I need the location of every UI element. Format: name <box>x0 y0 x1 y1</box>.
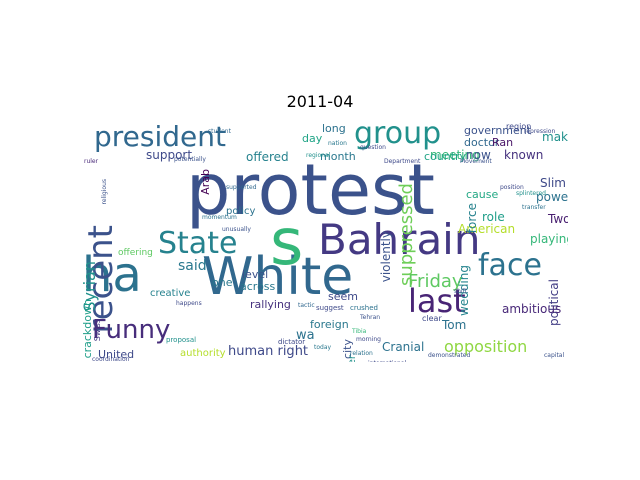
word-tactic: tactic <box>298 302 315 309</box>
word-wa: wa <box>296 328 315 343</box>
word-president: president <box>94 120 226 153</box>
word-potentially: potentially <box>174 156 206 163</box>
word-ruler: ruler <box>84 158 99 165</box>
word-suppressed: suppressed <box>396 183 417 286</box>
word-playing: playing <box>530 232 568 246</box>
word-united: United <box>98 348 135 361</box>
word-momentum: momentum <box>202 214 237 221</box>
word-friday: Friday <box>408 271 463 292</box>
word-repression: repression <box>524 128 556 135</box>
word-state: State <box>158 226 238 261</box>
word-government: government <box>464 124 532 137</box>
word-ha: ha <box>82 247 142 303</box>
word-face: face <box>478 248 542 283</box>
word-tibia: Tibia <box>352 328 367 335</box>
word-crushed: crushed <box>350 304 378 312</box>
word-unusually: unusually <box>222 226 251 233</box>
word-creative: creative <box>150 288 191 299</box>
word-seem: seem <box>328 290 358 303</box>
word-power: power <box>536 190 568 204</box>
word-coordination: coordination <box>92 356 130 363</box>
word-force: force <box>465 203 479 234</box>
word-opposition: opposition <box>444 337 528 356</box>
word-region: region <box>506 122 532 131</box>
word-country: country <box>424 150 467 163</box>
word-across: across <box>240 280 276 293</box>
word-month: month <box>320 150 356 163</box>
word-cause: cause <box>466 188 499 201</box>
word-ran: Ran <box>492 136 514 149</box>
word-crackdown: crackdown <box>82 299 94 359</box>
word-ambitious: ambitious <box>502 302 562 316</box>
figure-title: 2011-04 <box>286 92 354 111</box>
word-offering: offering <box>118 248 153 258</box>
word-international: international <box>368 361 406 363</box>
word-two: Two <box>548 212 568 226</box>
word-arab: Arab <box>199 169 212 195</box>
word-dictator: dictator <box>278 338 306 346</box>
word-tom: Tom <box>442 318 467 332</box>
word-supported: supported <box>226 184 257 191</box>
word-now: now <box>466 148 491 162</box>
word-capital: capital <box>544 352 565 359</box>
word-splintered: splintered <box>516 190 546 197</box>
word-tehran: Tehran <box>360 314 381 321</box>
word-foreign: foreign <box>310 318 349 331</box>
word-white: White <box>202 247 354 307</box>
word-offered: offered <box>246 150 289 164</box>
word-religious: religious <box>101 179 108 205</box>
word-doctor: doctor <box>464 136 500 149</box>
word-s: s <box>270 206 304 280</box>
word-american: American <box>458 222 516 236</box>
word-slim: Slim <box>540 176 566 190</box>
word-transfer: transfer <box>522 204 546 211</box>
word-question: question <box>360 144 386 151</box>
word-regional: regional <box>306 152 331 159</box>
word-demonstrated: demonstrated <box>428 352 471 359</box>
word-known: known <box>504 148 544 162</box>
word-position: position <box>500 184 524 191</box>
word-last: last <box>408 282 466 320</box>
word-happens: happens <box>176 300 202 307</box>
word-swiss: Swiss <box>93 319 102 342</box>
word-proposal: proposal <box>166 336 197 344</box>
word-authority: authority <box>180 348 226 359</box>
word-level: level <box>242 268 269 281</box>
word-clear: clear <box>422 314 442 323</box>
word-role: role <box>482 210 505 224</box>
word-protest: protest <box>186 149 435 231</box>
word-suggest: suggest <box>316 304 344 312</box>
word-movement: Movement <box>460 158 492 165</box>
word-human-right: human right <box>228 344 309 359</box>
word-long: long <box>322 122 346 135</box>
word-cranial: Cranial <box>382 340 425 354</box>
word-said: said <box>178 258 207 274</box>
word-student: student <box>208 128 231 135</box>
word-department: Department <box>384 158 421 165</box>
word-group: group <box>354 119 442 151</box>
word-shift: shift <box>454 288 467 295</box>
word-bahrain: Bahrain <box>318 215 481 264</box>
word-day: day <box>302 132 323 145</box>
word-relation: relation <box>350 350 373 357</box>
word-cloud: protest White s Bahrain ha group president last… <box>82 119 568 362</box>
word-morning: morning <box>356 336 381 343</box>
word-rallying: rallying <box>250 298 291 311</box>
word-policy: policy <box>226 206 256 217</box>
word-support: support <box>146 148 193 162</box>
word-funny: Funny <box>92 315 171 345</box>
word-make: make <box>542 130 568 144</box>
word-violently: violently <box>379 231 393 283</box>
word-one: one <box>212 276 233 289</box>
word-meeting: meeting <box>430 148 480 162</box>
word-nation: nation <box>328 140 347 147</box>
word-today: today <box>314 344 332 351</box>
